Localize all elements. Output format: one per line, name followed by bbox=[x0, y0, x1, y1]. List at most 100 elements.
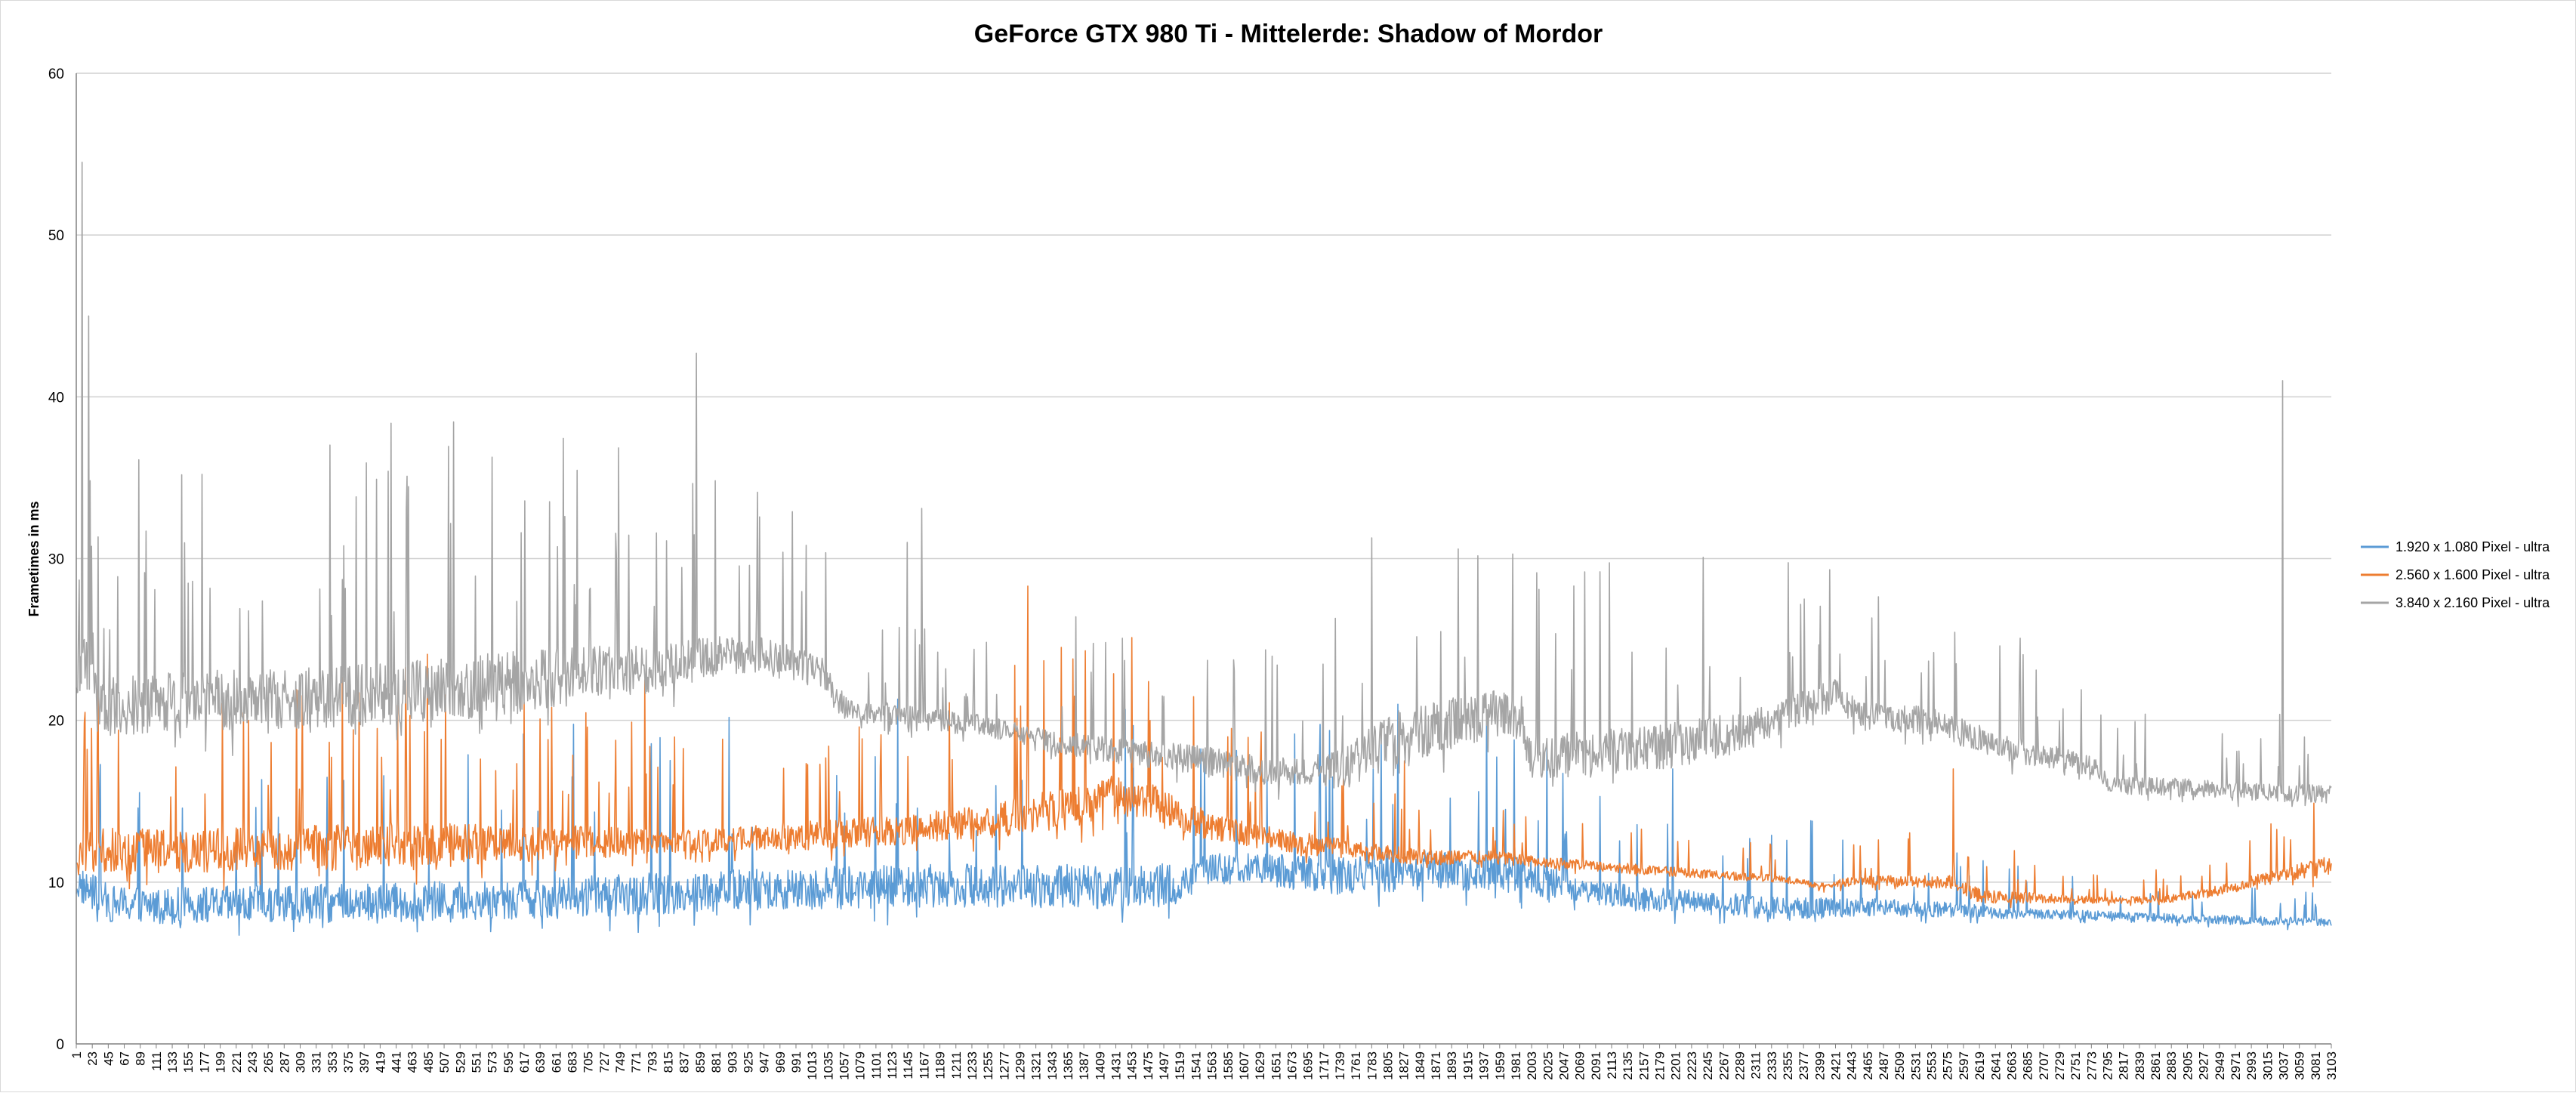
x-tick-label: 1079 bbox=[853, 1051, 868, 1080]
x-tick-label: 1695 bbox=[1301, 1051, 1316, 1080]
x-tick-label: 2663 bbox=[2004, 1051, 2019, 1080]
x-tick-label: 2773 bbox=[2084, 1051, 2099, 1080]
x-tick-label: 397 bbox=[357, 1051, 372, 1073]
y-tick-label: 20 bbox=[48, 714, 64, 730]
y-tick-label: 30 bbox=[48, 552, 64, 568]
x-tick-label: 1629 bbox=[1253, 1051, 1267, 1080]
x-tick-label: 2575 bbox=[1941, 1051, 1955, 1080]
x-tick-label: 1409 bbox=[1093, 1051, 1107, 1080]
x-tick-label: 1321 bbox=[1029, 1051, 1044, 1080]
x-tick-label: 287 bbox=[277, 1051, 292, 1073]
x-tick-label: 595 bbox=[501, 1051, 516, 1073]
series-line-2 bbox=[76, 585, 2332, 909]
x-tick-label: 2971 bbox=[2229, 1051, 2243, 1080]
legend-label: 2.560 x 1.600 Pixel - ultra bbox=[2396, 567, 2550, 582]
x-tick-label: 749 bbox=[613, 1051, 628, 1073]
x-tick-label: 3037 bbox=[2276, 1051, 2291, 1080]
x-tick-label: 1475 bbox=[1141, 1051, 1155, 1080]
x-tick-label: 2949 bbox=[2213, 1051, 2227, 1080]
x-tick-label: 2883 bbox=[2164, 1051, 2179, 1080]
x-tick-label: 199 bbox=[214, 1051, 228, 1073]
x-tick-label: 2333 bbox=[1765, 1051, 1779, 1080]
x-tick-label: 881 bbox=[709, 1051, 723, 1073]
x-tick-label: 1893 bbox=[1445, 1051, 1459, 1080]
chart-title: GeForce GTX 980 Ti - Mittelerde: Shadow … bbox=[974, 20, 1603, 48]
x-tick-label: 2377 bbox=[1797, 1051, 1811, 1080]
x-tick-label: 1607 bbox=[1237, 1051, 1251, 1080]
x-tick-label: 1 bbox=[69, 1051, 84, 1058]
x-tick-label: 1497 bbox=[1157, 1051, 1171, 1080]
x-tick-label: 1981 bbox=[1509, 1051, 1523, 1080]
x-tick-label: 1145 bbox=[901, 1051, 915, 1079]
x-tick-label: 2531 bbox=[1908, 1051, 1923, 1080]
x-tick-label: 2179 bbox=[1653, 1051, 1667, 1080]
x-tick-label: 23 bbox=[85, 1051, 100, 1066]
x-tick-label: 67 bbox=[118, 1051, 132, 1066]
x-tick-label: 441 bbox=[390, 1051, 404, 1073]
x-tick-label: 991 bbox=[789, 1051, 804, 1073]
x-tick-label: 1057 bbox=[838, 1051, 852, 1080]
x-tick-label: 2905 bbox=[2180, 1051, 2195, 1080]
x-tick-label: 2487 bbox=[1877, 1051, 1891, 1080]
series-group bbox=[76, 162, 2332, 936]
x-tick-label: 375 bbox=[341, 1051, 356, 1073]
x-tick-label: 639 bbox=[533, 1051, 548, 1073]
x-tick-label: 969 bbox=[773, 1051, 788, 1073]
x-tick-label: 683 bbox=[565, 1051, 579, 1073]
x-tick-label: 727 bbox=[597, 1051, 612, 1073]
x-tick-label: 2025 bbox=[1541, 1051, 1555, 1080]
x-tick-label: 903 bbox=[725, 1051, 739, 1073]
x-tick-label: 2245 bbox=[1701, 1051, 1715, 1080]
x-tick-label: 1365 bbox=[1061, 1051, 1075, 1080]
x-tick-label: 2641 bbox=[1988, 1051, 2003, 1080]
x-tick-label: 1783 bbox=[1365, 1051, 1379, 1080]
x-tick-label: 2861 bbox=[2149, 1051, 2163, 1080]
x-tick-label: 1277 bbox=[997, 1051, 1011, 1080]
x-tick-label: 2443 bbox=[1845, 1051, 1859, 1080]
x-tick-label: 133 bbox=[165, 1051, 180, 1073]
x-tick-label: 2399 bbox=[1812, 1051, 1827, 1080]
x-tick-label: 1167 bbox=[917, 1051, 931, 1079]
x-tick-label: 1937 bbox=[1477, 1051, 1492, 1080]
x-tick-label: 1717 bbox=[1317, 1051, 1331, 1080]
x-tick-label: 2091 bbox=[1589, 1051, 1603, 1080]
x-tick-label: 1541 bbox=[1189, 1051, 1203, 1080]
x-tick-label: 1563 bbox=[1205, 1051, 1220, 1080]
x-tick-label: 1915 bbox=[1461, 1051, 1475, 1080]
series-line-1 bbox=[76, 698, 2332, 936]
x-tick-label: 1233 bbox=[965, 1051, 979, 1080]
x-tick-label: 2047 bbox=[1556, 1051, 1571, 1080]
x-tick-label: 331 bbox=[310, 1051, 324, 1073]
y-tick-label: 60 bbox=[48, 66, 64, 82]
x-tick-label: 2201 bbox=[1669, 1051, 1683, 1080]
x-tick-label: 2729 bbox=[2053, 1051, 2067, 1080]
x-tick-label: 1255 bbox=[981, 1051, 995, 1080]
x-tick-label: 155 bbox=[181, 1051, 196, 1073]
x-tick-label: 1387 bbox=[1077, 1051, 1091, 1080]
x-tick-label: 1123 bbox=[885, 1051, 899, 1079]
x-tick-label: 177 bbox=[197, 1051, 211, 1073]
y-tick-label: 50 bbox=[48, 228, 64, 244]
y-tick-label: 0 bbox=[56, 1037, 64, 1053]
x-tick-label: 2993 bbox=[2244, 1051, 2259, 1080]
x-tick-label: 661 bbox=[549, 1051, 563, 1073]
x-tick-label: 2223 bbox=[1685, 1051, 1699, 1080]
x-tick-label: 2289 bbox=[1732, 1051, 1747, 1080]
x-tick-label: 2465 bbox=[1861, 1051, 1875, 1080]
x-tick-label: 2069 bbox=[1573, 1051, 1587, 1080]
legend: 1.920 x 1.080 Pixel - ultra 2.560 x 1.600… bbox=[2361, 539, 2550, 610]
x-tick-label: 3103 bbox=[2325, 1051, 2339, 1080]
x-tick-label: 2685 bbox=[2021, 1051, 2035, 1080]
x-tick-label: 1871 bbox=[1429, 1051, 1443, 1080]
x-tick-label: 2355 bbox=[1781, 1051, 1795, 1080]
legend-label: 1.920 x 1.080 Pixel - ultra bbox=[2396, 539, 2550, 554]
x-tick-label: 2157 bbox=[1637, 1051, 1651, 1080]
x-tick-label: 1739 bbox=[1333, 1051, 1347, 1080]
x-tick-label: 947 bbox=[757, 1051, 772, 1073]
x-tick-label: 1519 bbox=[1173, 1051, 1187, 1080]
x-tick-label: 1827 bbox=[1397, 1051, 1411, 1080]
x-tick-label: 793 bbox=[645, 1051, 659, 1073]
x-tick-label: 463 bbox=[406, 1051, 420, 1073]
